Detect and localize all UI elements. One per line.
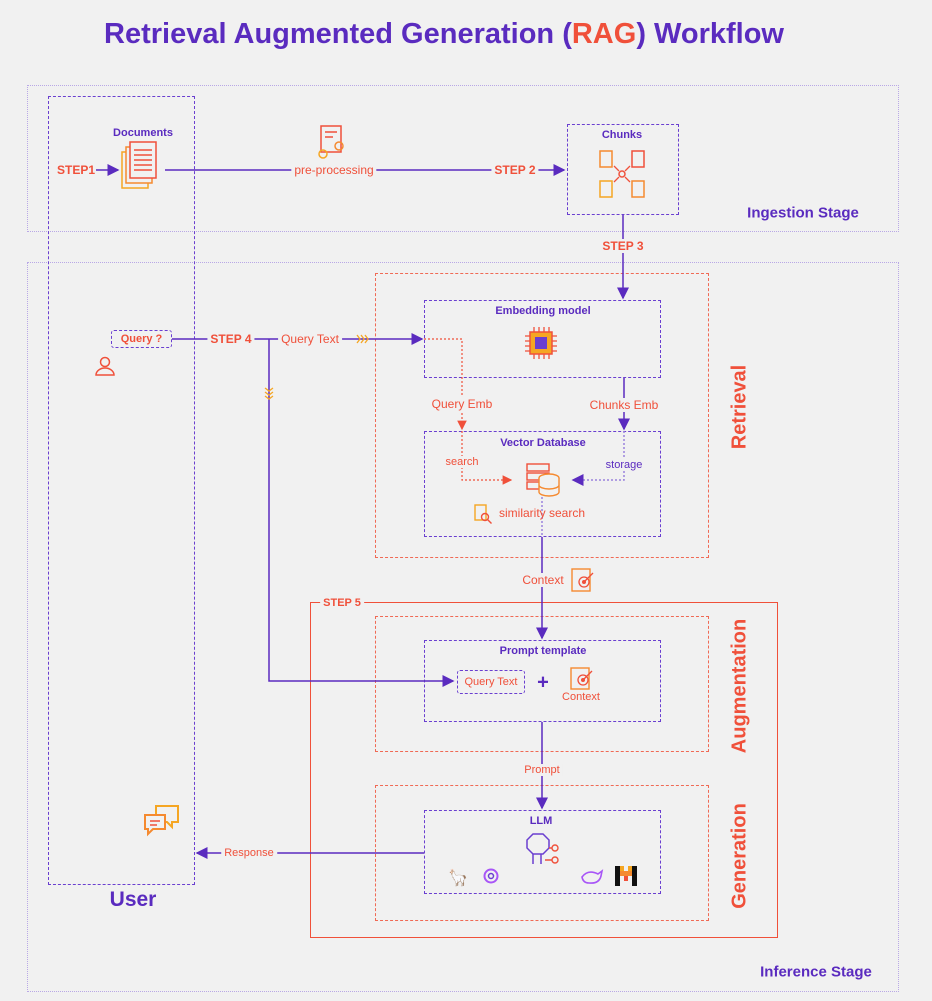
title-text: Retrieval Augmented Generation ( [104,18,572,50]
chat-icon [144,805,179,837]
context-target-icon [570,667,593,690]
document-search-icon [474,504,492,524]
plus-sign: + [537,671,549,694]
query-bubble: Query ? [111,330,172,348]
llm-brain-icon [526,833,559,864]
user-lane [48,96,195,885]
llama-icon: 🦙 [448,870,468,887]
openai-icon [483,868,499,884]
database-icon [526,463,560,497]
query-emb-label: Query Emb [428,397,496,411]
prompt-template-label: Prompt template [499,645,587,657]
context-target-icon [571,568,594,592]
query-emb-line [424,338,467,431]
documents-icon [121,141,157,189]
step3-label: STEP 3 [599,239,647,253]
context-in-prompt-label: Context [562,691,600,703]
storage-label: storage [602,459,646,471]
mistral-icon [615,866,637,886]
storage-line [571,431,625,486]
chunks-icon [599,150,645,198]
search-label: search [442,456,482,468]
title-highlight: RAG [571,18,637,50]
deepseek-whale-icon [581,869,604,884]
prompt-label: Prompt [521,764,563,776]
query-text-bubble: Query Text [457,670,525,694]
diagram-title: Retrieval Augmented Generation (RAG) Wor… [0,18,888,51]
query-to-prompt-line [268,339,455,687]
query-bubble-text: Query ? [120,333,163,345]
preprocessing-icon [318,125,344,159]
inference-stage-label: Inference Stage [760,963,872,981]
preprocessing-label: pre-processing [291,163,377,177]
vector-database-label: Vector Database [500,437,586,449]
step1-label: STEP1 [56,163,96,177]
context-label: Context [519,573,567,587]
title-text-end: ) Workflow [636,18,784,50]
similarity-search-label: similarity search [498,506,586,520]
step2-label: STEP 2 [491,163,539,177]
llm-label: LLM [529,815,553,827]
embedding-model-label: Embedding model [495,305,591,317]
chip-icon [525,327,557,359]
query-text-label: Query Text [278,332,342,346]
step5-label: STEP 5 [320,597,364,609]
step5-box [310,602,778,938]
user-icon [95,356,115,376]
chevrons-icon [264,334,369,400]
response-label: Response [221,847,277,859]
chunks-box [567,124,679,215]
search-line [461,431,513,485]
vector-database-box [424,431,661,537]
documents-label: Documents [113,127,173,139]
inference-stage-box [27,262,899,992]
chunks-label: Chunks [601,129,643,141]
query-text-bubble-text: Query Text [464,676,518,688]
ingestion-stage-box [27,85,899,232]
step4-label: STEP 4 [207,332,255,346]
chunks-emb-label: Chunks Emb [586,398,662,412]
ingestion-stage-label: Ingestion Stage [747,204,859,222]
user-label: User [109,888,157,911]
llm-box [424,810,661,894]
